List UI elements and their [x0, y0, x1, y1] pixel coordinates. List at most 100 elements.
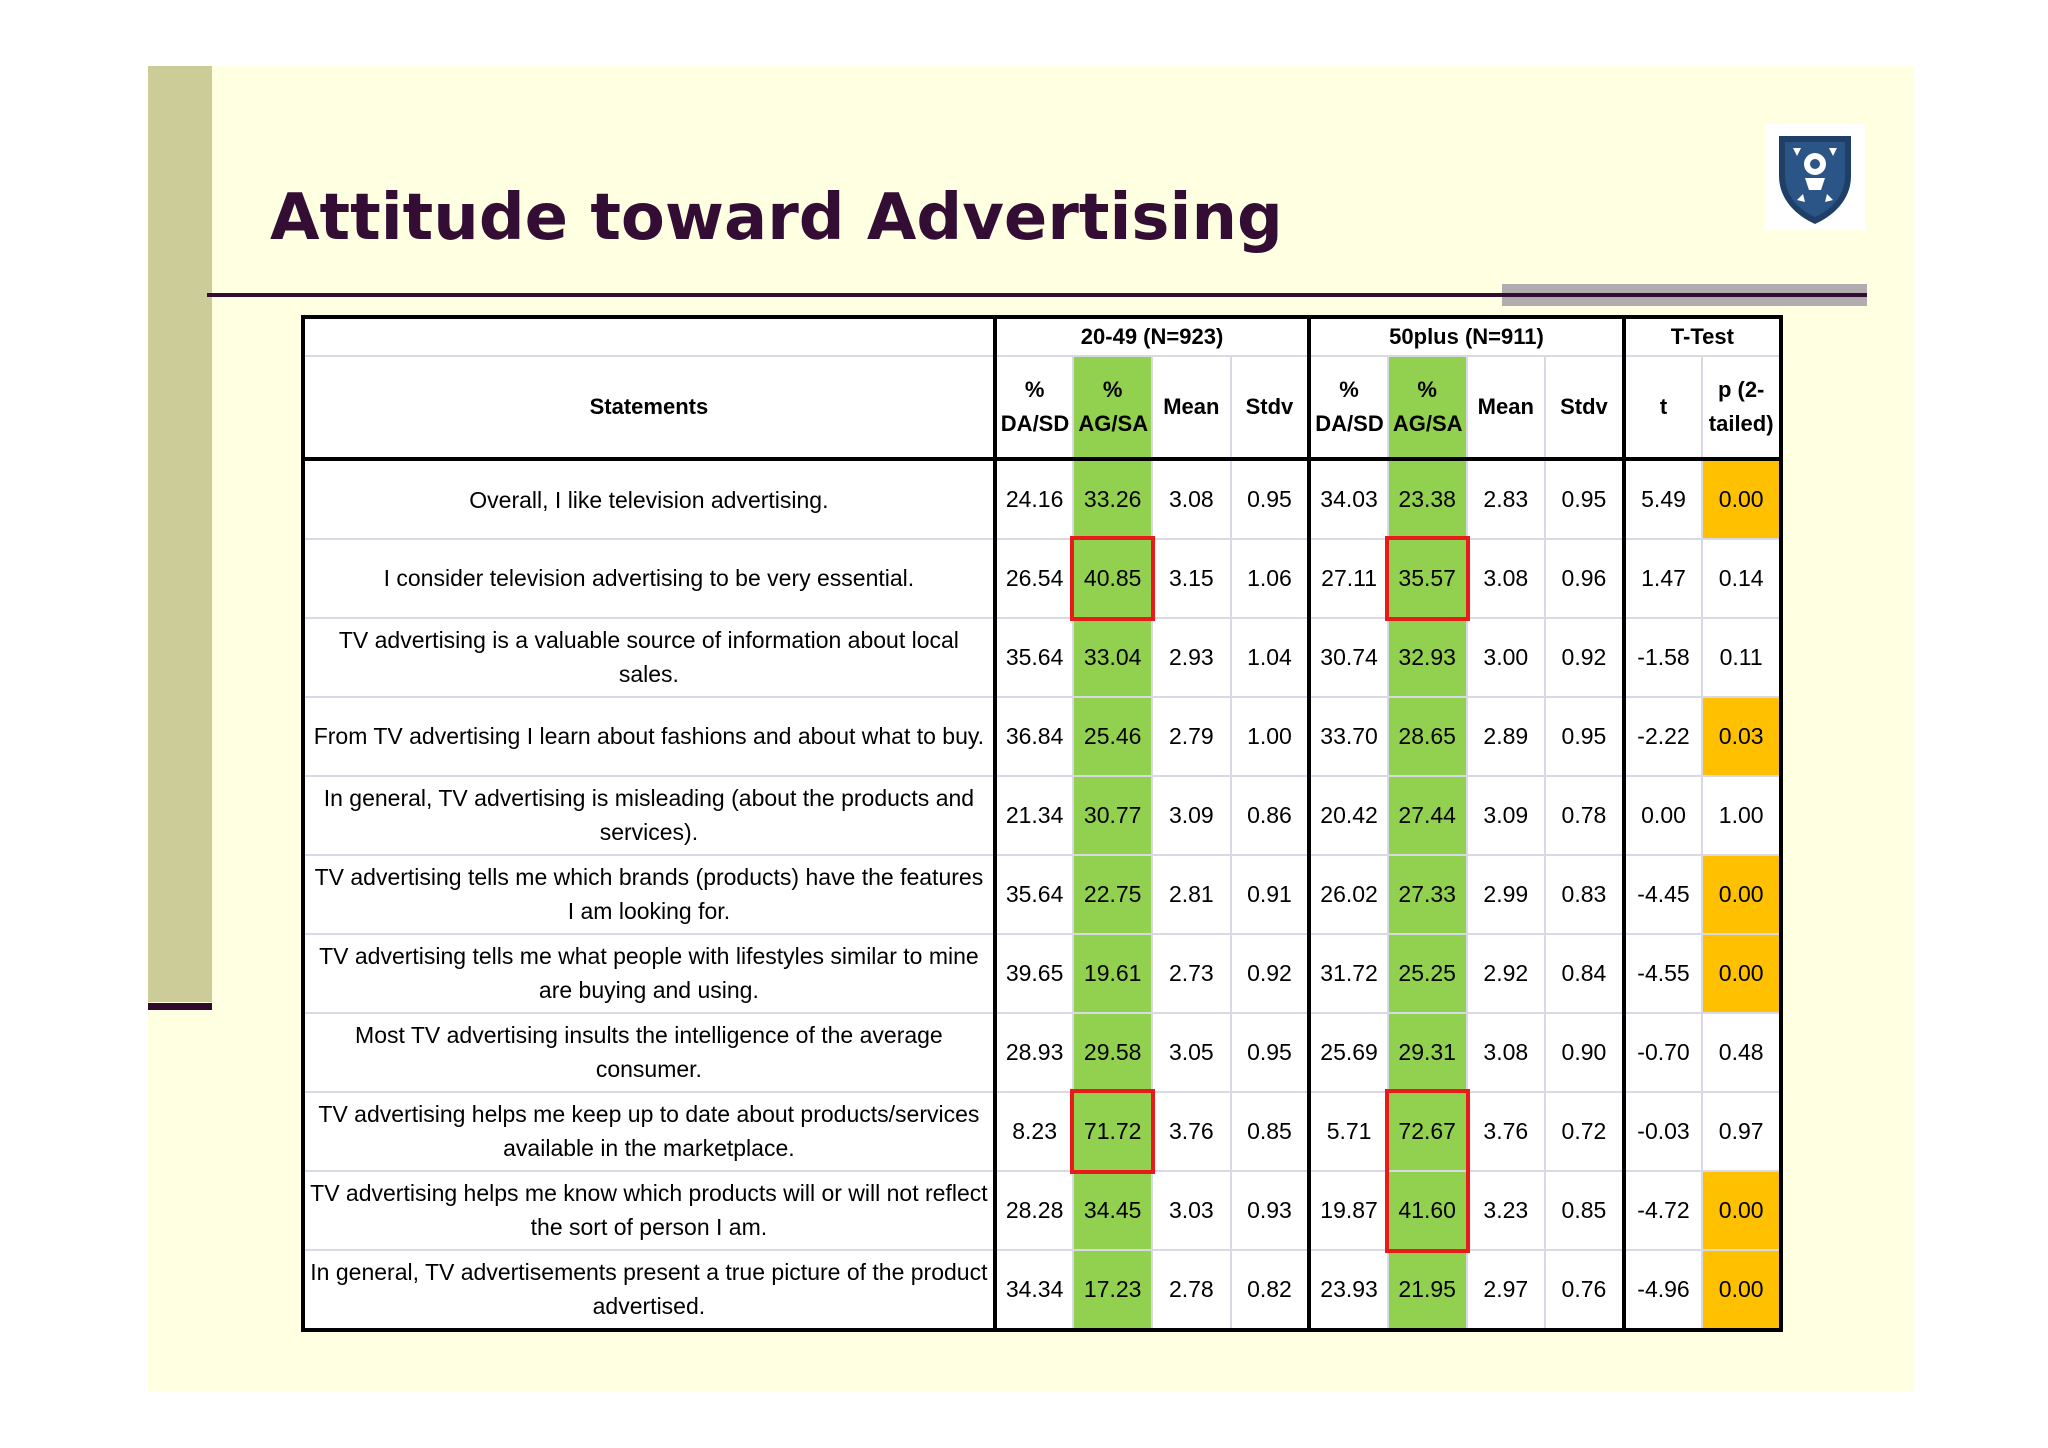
- statement-cell: I consider television advertising to be …: [302, 538, 996, 619]
- old-agsa-cell: 27.33: [1386, 853, 1468, 935]
- young-dasd-cell: 35.64: [992, 616, 1075, 698]
- old-stdv-cell: 0.96: [1544, 538, 1625, 619]
- old-dasd-header: % DA/SD: [1307, 355, 1389, 461]
- group-header-row: 20-49 (N=923) 50plus (N=911) T-Test: [302, 316, 1783, 357]
- old-agsa-cell: 41.60: [1386, 1169, 1468, 1251]
- old-mean-cell: 3.08: [1465, 1011, 1547, 1093]
- old-agsa-cell: 29.31: [1386, 1011, 1468, 1093]
- statement-cell: In general, TV advertising is misleading…: [302, 774, 996, 856]
- old-mean-header: Mean: [1465, 355, 1547, 461]
- statements-header: Statements: [302, 355, 996, 461]
- old-agsa-cell: 25.25: [1386, 932, 1468, 1014]
- old-stdv-cell: 0.85: [1544, 1169, 1625, 1251]
- statement-cell: From TV advertising I learn about fashio…: [302, 695, 996, 777]
- young-stdv-cell: 1.06: [1229, 538, 1311, 619]
- group-header-ttest: T-Test: [1621, 316, 1783, 357]
- old-stdv-cell: 0.76: [1544, 1248, 1625, 1332]
- p-value-cell: 0.00: [1701, 932, 1782, 1014]
- young-stdv-cell: 1.00: [1229, 695, 1311, 777]
- young-stdv-cell: 0.92: [1229, 932, 1311, 1014]
- table-row: From TV advertising I learn about fashio…: [302, 695, 1782, 777]
- column-header-row: Statements % DA/SD % AG/SA Mean Stdv % DA/S…: [302, 355, 1782, 461]
- young-dasd-cell: 21.34: [992, 774, 1075, 856]
- old-mean-cell: 3.76: [1465, 1090, 1547, 1172]
- old-stdv-cell: 0.95: [1544, 695, 1625, 777]
- t-header: t: [1621, 355, 1704, 461]
- t-value-cell: -4.72: [1621, 1169, 1704, 1251]
- old-stdv-cell: 0.72: [1544, 1090, 1625, 1172]
- old-mean-cell: 2.89: [1465, 695, 1547, 777]
- old-dasd-cell: 5.71: [1307, 1090, 1389, 1172]
- table-row: In general, TV advertising is misleading…: [302, 774, 1782, 856]
- old-agsa-cell: 23.38: [1386, 458, 1468, 540]
- p-header: p (2- tailed): [1701, 355, 1782, 461]
- old-agsa-cell: 27.44: [1386, 774, 1468, 856]
- t-value-cell: -0.70: [1621, 1011, 1704, 1093]
- old-stdv-cell: 0.95: [1544, 458, 1625, 540]
- young-mean-cell: 3.09: [1151, 774, 1232, 856]
- young-mean-cell: 3.08: [1151, 458, 1232, 540]
- old-mean-cell: 2.97: [1465, 1248, 1547, 1332]
- young-stdv-header: Stdv: [1229, 355, 1311, 461]
- young-dasd-header: % DA/SD: [992, 355, 1075, 461]
- old-stdv-header: Stdv: [1544, 355, 1625, 461]
- attitude-table: 20-49 (N=923) 50plus (N=911) T-Test Stat…: [301, 315, 1783, 1332]
- t-value-cell: -2.22: [1621, 695, 1704, 777]
- young-dasd-cell: 28.28: [992, 1169, 1075, 1251]
- young-stdv-cell: 0.82: [1229, 1248, 1311, 1332]
- p-value-cell: 0.14: [1701, 538, 1782, 619]
- young-agsa-cell: 29.58: [1072, 1011, 1154, 1093]
- young-mean-cell: 2.81: [1151, 853, 1232, 935]
- young-agsa-cell: 19.61: [1072, 932, 1154, 1014]
- young-dasd-cell: 26.54: [992, 538, 1075, 619]
- title-rule: [207, 293, 1867, 297]
- old-agsa-cell: 21.95: [1386, 1248, 1468, 1332]
- young-agsa-cell: 40.85: [1072, 538, 1154, 619]
- young-mean-cell: 2.93: [1151, 616, 1232, 698]
- old-mean-cell: 3.00: [1465, 616, 1547, 698]
- old-dasd-cell: 33.70: [1307, 695, 1389, 777]
- young-dasd-cell: 24.16: [992, 458, 1075, 540]
- old-mean-cell: 2.83: [1465, 458, 1547, 540]
- young-agsa-cell: 22.75: [1072, 853, 1154, 935]
- old-stdv-cell: 0.84: [1544, 932, 1625, 1014]
- table-row: TV advertising helps me keep up to date …: [302, 1090, 1782, 1172]
- p-value-cell: 0.03: [1701, 695, 1782, 777]
- old-stdv-cell: 0.92: [1544, 616, 1625, 698]
- old-stdv-cell: 0.78: [1544, 774, 1625, 856]
- old-agsa-cell: 35.57: [1386, 538, 1468, 619]
- young-dasd-cell: 34.34: [992, 1248, 1075, 1332]
- young-dasd-cell: 36.84: [992, 695, 1075, 777]
- old-mean-cell: 2.99: [1465, 853, 1547, 935]
- young-mean-header: Mean: [1151, 355, 1232, 461]
- old-dasd-cell: 19.87: [1307, 1169, 1389, 1251]
- young-stdv-cell: 0.93: [1229, 1169, 1311, 1251]
- young-agsa-cell: 33.04: [1072, 616, 1154, 698]
- young-mean-cell: 2.79: [1151, 695, 1232, 777]
- young-mean-cell: 3.05: [1151, 1011, 1232, 1093]
- old-stdv-cell: 0.83: [1544, 853, 1625, 935]
- old-agsa-header: % AG/SA: [1386, 355, 1468, 461]
- old-dasd-cell: 27.11: [1307, 538, 1389, 619]
- group-header-old: 50plus (N=911): [1307, 316, 1625, 357]
- p-value-cell: 1.00: [1701, 774, 1782, 856]
- statement-cell: Most TV advertising insults the intellig…: [302, 1011, 996, 1093]
- old-mean-cell: 3.23: [1465, 1169, 1547, 1251]
- table-row: TV advertising tells me what people with…: [302, 932, 1782, 1014]
- old-dasd-cell: 34.03: [1307, 458, 1389, 540]
- old-stdv-cell: 0.90: [1544, 1011, 1625, 1093]
- young-mean-cell: 3.76: [1151, 1090, 1232, 1172]
- old-dasd-cell: 26.02: [1307, 853, 1389, 935]
- young-mean-cell: 3.15: [1151, 538, 1232, 619]
- table-row: I consider television advertising to be …: [302, 538, 1782, 619]
- young-agsa-cell: 25.46: [1072, 695, 1154, 777]
- young-stdv-cell: 0.91: [1229, 853, 1311, 935]
- old-agsa-cell: 28.65: [1386, 695, 1468, 777]
- young-agsa-cell: 33.26: [1072, 458, 1154, 540]
- young-dasd-cell: 28.93: [992, 1011, 1075, 1093]
- young-stdv-cell: 1.04: [1229, 616, 1311, 698]
- old-dasd-cell: 25.69: [1307, 1011, 1389, 1093]
- t-value-cell: -4.96: [1621, 1248, 1704, 1332]
- young-mean-cell: 2.73: [1151, 932, 1232, 1014]
- young-dasd-cell: 8.23: [992, 1090, 1075, 1172]
